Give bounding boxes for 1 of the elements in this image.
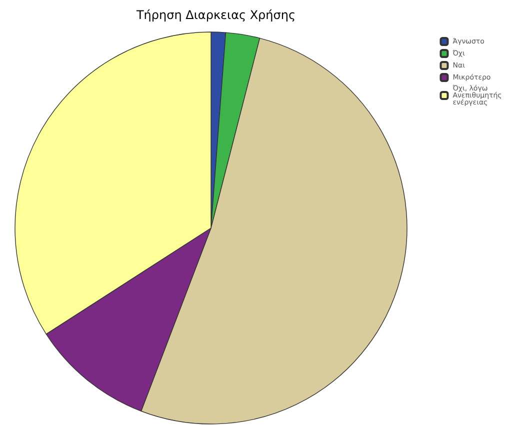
chart-title: Τήρηση Διαρκειας Χρήσης (135, 8, 296, 22)
